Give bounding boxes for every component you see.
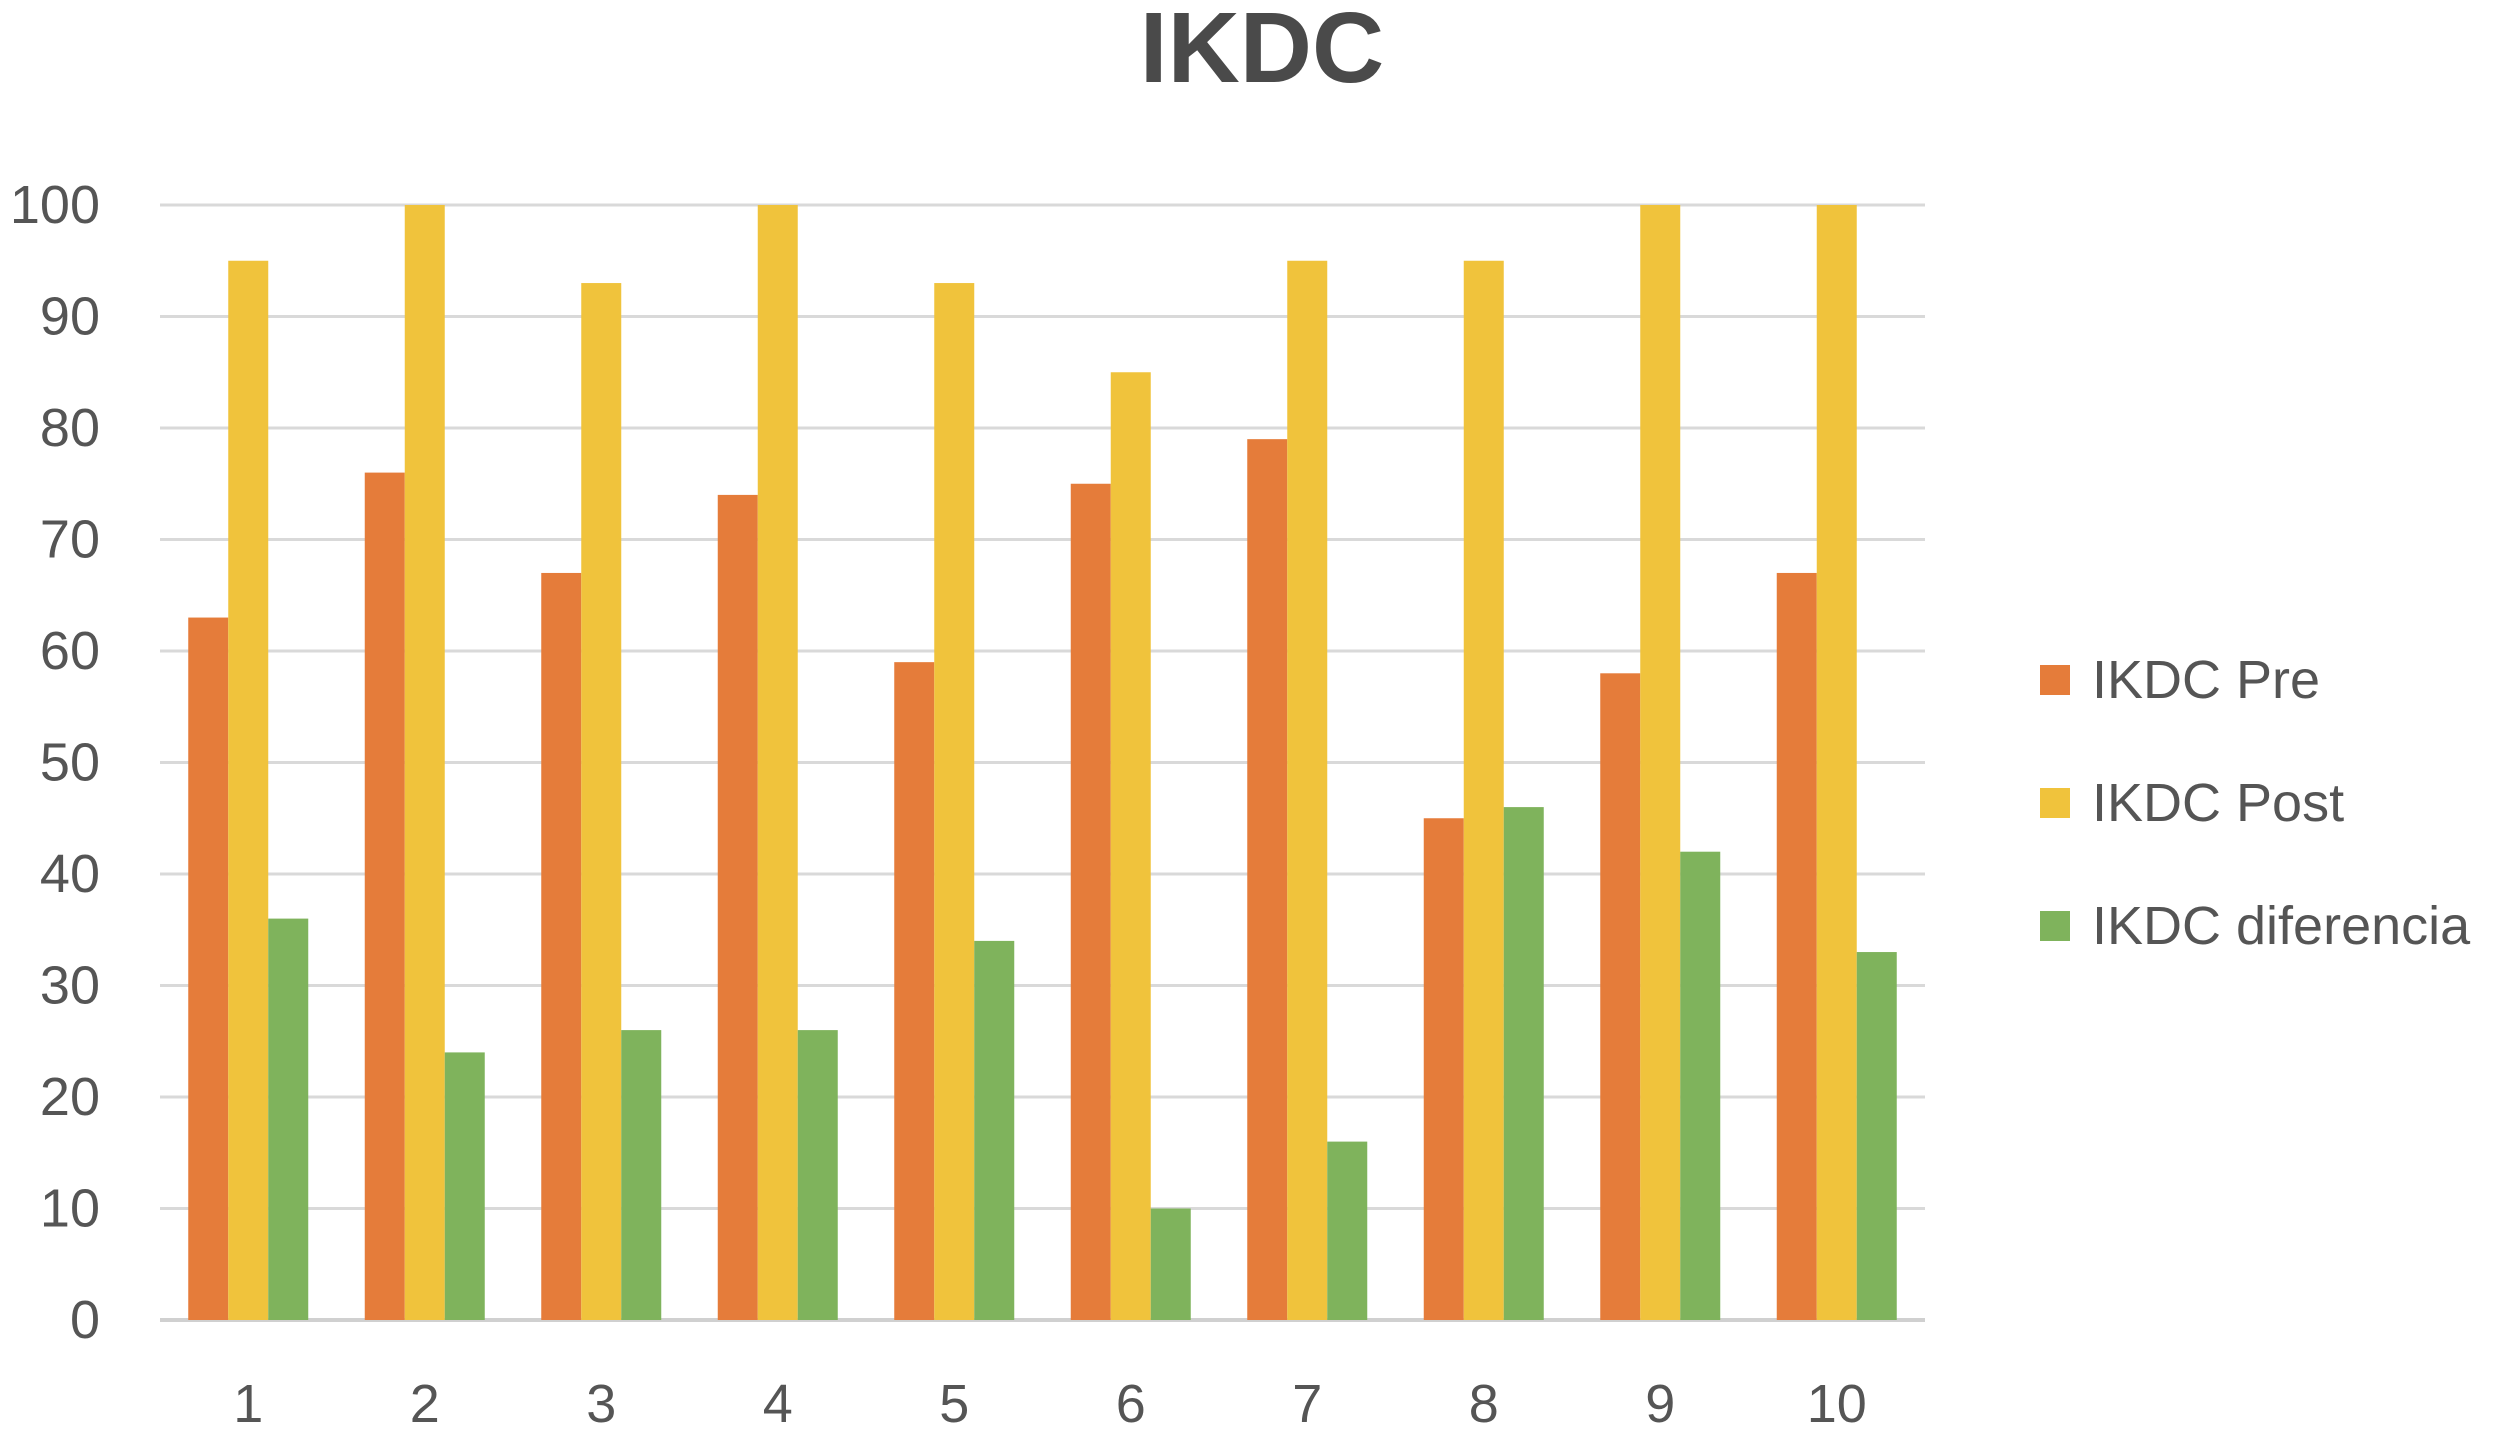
bar-ikdc-diferencia-8 (1503, 807, 1544, 1320)
bar-ikdc-post-8 (1463, 260, 1504, 1320)
x-tick-label: 7 (1292, 1374, 1322, 1433)
bar-ikdc-diferencia-1 (268, 918, 309, 1320)
y-tick-label: 10 (40, 1179, 100, 1239)
y-tick-label: 30 (40, 956, 100, 1016)
y-tick-label: 70 (40, 510, 100, 570)
y-tick-label: 100 (10, 175, 100, 235)
bar-ikdc-diferencia-10 (1856, 952, 1897, 1320)
x-tick-label: 2 (410, 1374, 440, 1433)
bar-ikdc-post-5 (934, 283, 975, 1320)
x-tick-label: 4 (763, 1374, 793, 1433)
x-tick-label: 10 (1807, 1374, 1867, 1433)
y-tick-label: 40 (40, 844, 100, 904)
bar-ikdc-post-2 (404, 205, 445, 1320)
bar-ikdc-post-10 (1816, 205, 1857, 1320)
bar-ikdc-post-3 (581, 283, 622, 1320)
bar-ikdc-pre-4 (717, 494, 758, 1320)
y-tick-label: 80 (40, 398, 100, 458)
bar-ikdc-pre-6 (1070, 483, 1111, 1320)
y-axis-ticks: 0 10 20 30 40 50 60 70 80 90 100 (10, 175, 100, 1350)
bar-ikdc-pre-3 (541, 572, 582, 1320)
y-tick-label: 60 (40, 621, 100, 681)
x-tick-label: 3 (586, 1374, 616, 1433)
bar-ikdc-diferencia-6 (1150, 1208, 1191, 1320)
bar-ikdc-diferencia-5 (974, 940, 1015, 1320)
bar-ikdc-post-1 (228, 260, 269, 1320)
bar-ikdc-diferencia-7 (1327, 1141, 1368, 1320)
legend-swatch-ikdc-diferencia (2040, 911, 2070, 941)
bar-ikdc-diferencia-2 (444, 1052, 485, 1320)
bar-ikdc-diferencia-3 (621, 1030, 662, 1320)
legend: IKDC Pre IKDC Post IKDC diferencia (2040, 650, 2471, 956)
bar-ikdc-pre-8 (1423, 818, 1464, 1320)
x-tick-label: 5 (939, 1374, 969, 1433)
bars (188, 205, 1897, 1321)
bar-ikdc-post-9 (1640, 205, 1681, 1320)
x-tick-label: 6 (1116, 1374, 1146, 1433)
bar-ikdc-diferencia-4 (797, 1030, 838, 1320)
bar-ikdc-diferencia-9 (1680, 851, 1721, 1320)
x-tick-label: 8 (1469, 1374, 1499, 1433)
bar-ikdc-post-4 (757, 205, 798, 1320)
bar-ikdc-pre-7 (1247, 439, 1288, 1320)
x-axis-ticks: 1 2 3 4 5 6 7 8 9 10 (233, 1374, 1867, 1434)
legend-swatch-ikdc-pre (2040, 665, 2070, 695)
x-tick-label: 9 (1645, 1374, 1675, 1433)
bar-ikdc-pre-1 (188, 617, 229, 1320)
x-tick-label: 1 (233, 1374, 263, 1433)
bar-ikdc-post-7 (1287, 260, 1328, 1320)
legend-label: IKDC Post (2092, 773, 2344, 833)
legend-label: IKDC Pre (2092, 650, 2320, 710)
bar-ikdc-post-6 (1110, 372, 1151, 1320)
bar-ikdc-pre-2 (364, 472, 405, 1321)
legend-swatch-ikdc-post (2040, 788, 2070, 818)
bar-ikdc-pre-9 (1600, 673, 1641, 1320)
y-tick-label: 0 (70, 1290, 100, 1350)
chart-title: IKDC (1140, 0, 1384, 104)
y-tick-label: 90 (40, 287, 100, 347)
legend-label: IKDC diferencia (2092, 896, 2471, 956)
y-tick-label: 20 (40, 1067, 100, 1127)
y-tick-label: 50 (40, 733, 100, 793)
bar-ikdc-pre-5 (894, 662, 935, 1320)
bar-ikdc-pre-10 (1776, 572, 1817, 1320)
